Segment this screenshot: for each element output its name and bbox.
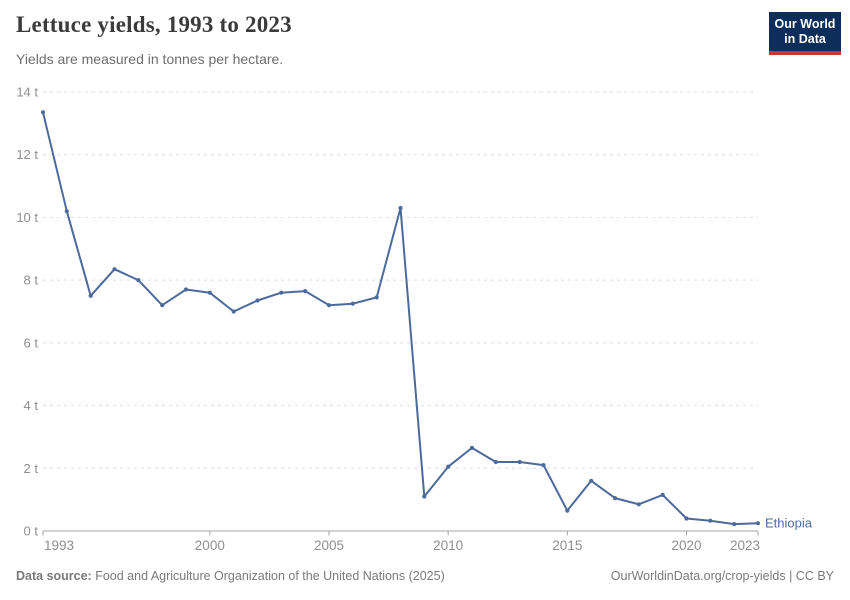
x-tick-label: 2015: [552, 538, 582, 553]
data-point: [446, 464, 451, 469]
x-tick-label: 2000: [195, 538, 225, 553]
data-point: [207, 290, 212, 295]
data-point: [469, 445, 475, 450]
owid-logo-line1: Our World: [774, 17, 836, 31]
data-point: [732, 522, 737, 527]
data-point: [88, 293, 93, 298]
data-source-text: Food and Agriculture Organization of the…: [95, 569, 445, 583]
data-point: [541, 463, 546, 468]
chart-footer: Data source: Food and Agriculture Organi…: [16, 569, 834, 583]
y-tick-label: 2 t: [24, 461, 39, 476]
data-point: [398, 205, 403, 211]
data-point: [326, 303, 332, 308]
x-tick-label: 1993: [44, 538, 74, 553]
data-point: [636, 502, 641, 507]
y-tick-label: 0 t: [24, 524, 39, 539]
y-tick-label: 10 t: [16, 210, 38, 225]
data-point: [112, 267, 117, 272]
data-source: Data source: Food and Agriculture Organi…: [16, 569, 445, 583]
data-point: [279, 290, 284, 295]
series-line: [42, 111, 759, 526]
data-point: [40, 110, 46, 115]
data-point: [493, 459, 498, 465]
data-point: [708, 518, 713, 523]
data-point: [350, 301, 355, 306]
data-point: [64, 209, 69, 214]
data-point: [183, 287, 189, 292]
data-point: [517, 459, 522, 465]
data-point: [422, 494, 427, 499]
x-tick-label: 2010: [433, 538, 463, 553]
x-tick-label: 2005: [314, 538, 344, 553]
data-point: [231, 309, 236, 314]
footer-citation-link[interactable]: OurWorldinData.org/crop-yields | CC BY: [610, 569, 834, 583]
data-point: [136, 278, 141, 283]
chart-subtitle: Yields are measured in tonnes per hectar…: [16, 51, 284, 67]
data-point: [160, 303, 165, 308]
data-point: [660, 492, 665, 497]
y-tick-label: 12 t: [16, 147, 38, 162]
data-point: [589, 478, 594, 483]
data-point: [374, 295, 379, 300]
x-tick-label: 2020: [671, 538, 701, 553]
y-tick-label: 8 t: [24, 273, 39, 288]
y-tick-label: 14 t: [16, 85, 38, 100]
page-title: Lettuce yields, 1993 to 2023: [16, 12, 292, 37]
owid-logo-line2: in Data: [784, 32, 826, 46]
data-point: [565, 508, 570, 513]
data-point: [684, 516, 689, 521]
data-point: [612, 496, 618, 501]
x-tick-label: 2023: [730, 538, 760, 553]
owid-logo[interactable]: Our World in Data: [769, 12, 841, 55]
data-point: [255, 298, 260, 303]
y-tick-label: 4 t: [24, 398, 39, 413]
data-source-label: Data source:: [16, 569, 92, 583]
data-point: [303, 289, 308, 294]
y-tick-label: 6 t: [24, 335, 39, 350]
series-entity-label[interactable]: Ethiopia: [765, 516, 813, 531]
data-point: [755, 521, 761, 526]
